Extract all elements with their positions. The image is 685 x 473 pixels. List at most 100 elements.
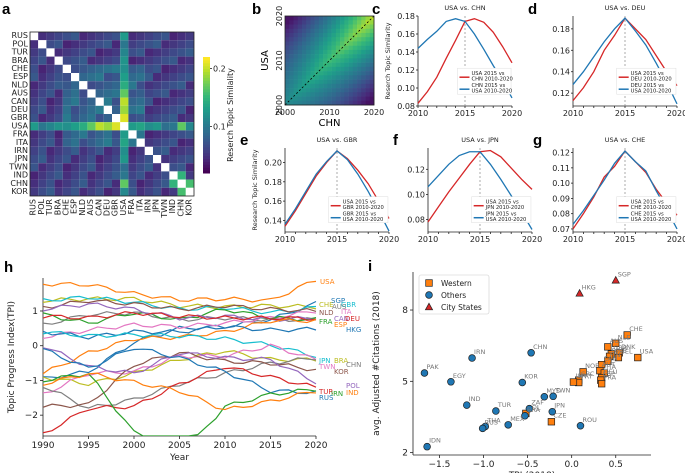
series-line-gbr: [43, 295, 317, 315]
heatmap-cell: [285, 49, 290, 55]
heatmap-cell: [71, 146, 80, 155]
point-idn: [423, 442, 431, 451]
y-tick-label: 2000: [275, 95, 284, 115]
heatmap-cell: [185, 40, 194, 49]
heatmap-cell: [285, 75, 290, 80]
heatmap-cell: [340, 66, 345, 72]
heatmap-cell: [177, 171, 186, 180]
heatmap-cell: [327, 58, 332, 63]
heatmap-cell: [331, 20, 337, 25]
heatmap-cell: [344, 92, 349, 97]
heatmap-cell: [79, 187, 88, 196]
heatmap-cell: [361, 79, 366, 85]
point-label-ind: IND: [469, 395, 481, 403]
heatmap-cell: [306, 83, 311, 89]
heatmap-cell: [136, 163, 145, 172]
heatmap-cell: [128, 163, 137, 172]
heatmap-cell: [293, 66, 299, 72]
heatmap-cell: [293, 71, 299, 76]
heatmap-cell: [331, 24, 337, 30]
row-label: FRA: [13, 130, 29, 139]
heatmap-cell: [369, 96, 375, 102]
heatmap-cell: [318, 49, 324, 55]
heatmap-cell: [38, 89, 47, 98]
heatmap-cell: [310, 41, 315, 46]
heatmap-cell: [38, 64, 47, 73]
heatmap-cell: [87, 163, 96, 172]
legend-text: GBR 2015 vs: [343, 212, 377, 218]
heatmap-cell: [369, 92, 375, 97]
heatmap-cell: [30, 179, 39, 188]
heatmap-cell: [144, 155, 153, 164]
heatmap-cell: [293, 75, 299, 80]
heatmap-cell: [136, 122, 145, 131]
heatmap-cell: [128, 73, 137, 82]
heatmap-cell: [71, 81, 80, 90]
heatmap-cell: [112, 187, 121, 196]
point-cze: [547, 418, 556, 426]
heatmap-cell: [177, 146, 186, 155]
point-label-isr: ISR: [575, 372, 586, 380]
heatmap-cell: [79, 179, 88, 188]
heatmap-cell: [54, 105, 63, 114]
heatmap-cell: [177, 89, 186, 98]
heatmap-cell: [301, 24, 307, 30]
y-tick-label: 0.12: [397, 66, 415, 75]
heatmap-cell: [327, 24, 332, 30]
y-tick-label: 0.14: [264, 216, 282, 225]
heatmap-cell: [340, 41, 345, 46]
heatmap-cell: [293, 49, 299, 55]
heatmap-cell: [340, 54, 345, 59]
heatmap-cell: [301, 79, 307, 85]
heatmap-cell: [361, 58, 366, 63]
heatmap-cell: [297, 100, 303, 106]
heatmap-cell: [310, 58, 315, 63]
chart-title: USA vs. CHN: [444, 4, 485, 12]
row-label: ITA: [16, 138, 29, 147]
heatmap-cell: [285, 88, 290, 93]
heatmap-cell: [38, 73, 47, 82]
row-label: TWN: [8, 162, 28, 171]
heatmap-cell: [112, 40, 121, 49]
heatmap-cell: [144, 179, 153, 188]
heatmap-cell: [344, 20, 349, 25]
point-label-egy: EGY: [453, 372, 466, 380]
heatmap-cell: [95, 89, 104, 98]
heatmap-cell: [369, 41, 375, 46]
heatmap-cell: [335, 28, 341, 34]
point-label-mex: MEX: [510, 415, 525, 423]
heatmap-cell: [289, 20, 294, 25]
heatmap-cell: [357, 92, 362, 97]
heatmap-cell: [327, 66, 332, 72]
heatmap-cell: [177, 105, 186, 114]
heatmap-cell: [54, 138, 63, 147]
x-tick-label: 2005: [168, 441, 191, 451]
heatmap-cell: [297, 37, 303, 42]
heatmap-cell: [285, 71, 290, 76]
series-line-hkg: [43, 325, 317, 340]
point-irn: [468, 354, 476, 362]
heatmap-cell: [54, 81, 63, 90]
heatmap-cell: [144, 56, 153, 65]
point-label-twn: TWN: [554, 386, 570, 394]
heatmap-cell: [327, 83, 332, 89]
heatmap-cell: [128, 155, 137, 164]
heatmap-cell: [103, 81, 112, 90]
heatmap-cell: [352, 83, 358, 89]
heatmap-cell: [103, 56, 112, 65]
heatmap-cell: [128, 81, 137, 90]
heatmap-cell: [54, 122, 63, 131]
heatmap-cell: [340, 75, 345, 80]
heatmap-cell: [120, 146, 129, 155]
heatmap-cell: [285, 32, 290, 38]
y-axis-label: USA: [260, 50, 271, 71]
heatmap-cell: [331, 88, 337, 93]
point-nor: [579, 368, 587, 376]
heatmap-cell: [38, 171, 47, 180]
heatmap-cell: [30, 138, 39, 147]
heatmap-cell: [335, 83, 341, 89]
col-label: RUS: [29, 199, 38, 216]
heatmap-cell: [144, 138, 153, 147]
end-label-esp: ESP: [334, 321, 347, 329]
heatmap-cell: [361, 49, 366, 55]
